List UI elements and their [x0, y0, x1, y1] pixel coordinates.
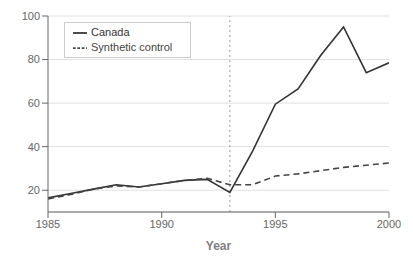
html-text:Synthetic control: Synthetic control [91, 41, 173, 54]
svg-text:80: 80 [28, 53, 40, 65]
svg-text:100: 100 [22, 10, 40, 22]
svg-text:20: 20 [28, 184, 40, 196]
svg-text:2000: 2000 [377, 218, 401, 230]
svg-text:1990: 1990 [149, 218, 173, 230]
svg-text:1985: 1985 [36, 218, 60, 230]
svg-text:1995: 1995 [263, 218, 287, 230]
svg-text:60: 60 [28, 97, 40, 109]
svg-text:40: 40 [28, 141, 40, 153]
svg-text:Year: Year [206, 239, 232, 253]
html-text:Canada: Canada [91, 26, 130, 38]
